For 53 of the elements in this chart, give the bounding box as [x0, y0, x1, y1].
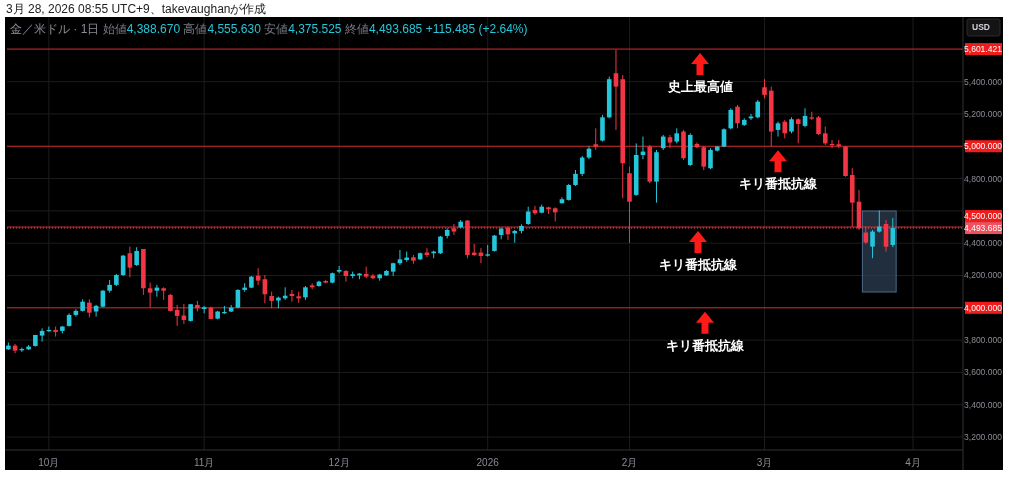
candlestick: [755, 99, 761, 119]
candlestick: [701, 145, 707, 171]
candlestick: [201, 305, 207, 314]
candlestick: [134, 246, 139, 267]
candlestick: [593, 127, 599, 151]
text: 3月 28, 2026 08:55 UTC+9、takevaughanが作成: [6, 2, 267, 16]
y-tick-label: 3,200.000: [964, 432, 1003, 443]
candlestick: [890, 217, 896, 248]
annotation: キリ番抵抗線: [659, 257, 738, 273]
text: 始値4,388.670 高値4,555.630 安値4,375.525 終値4,493.685 +115.485 (+2.64%): [102, 22, 528, 37]
candlestick: [438, 235, 443, 255]
x-tick-label: 10月: [38, 456, 60, 468]
y-tick-label: 3,800.000: [964, 335, 1003, 346]
candlestick: [39, 327, 45, 343]
candlestick: [735, 104, 740, 129]
candlestick: [600, 114, 605, 143]
x-tick-label: 12月: [328, 456, 350, 468]
x-tick-label: 4月: [905, 456, 921, 468]
candlestick: [728, 107, 734, 130]
candlestick: [127, 246, 133, 278]
candlestick: [579, 155, 585, 177]
candlestick: [870, 229, 875, 259]
candlestick: [816, 115, 821, 136]
y-tick-label: 5,400.000: [964, 76, 1003, 87]
candlestick: [775, 121, 781, 138]
candlestick: [613, 49, 619, 131]
y-tick-label: 4,400.000: [964, 238, 1003, 249]
x-tick-label: 2026: [476, 456, 500, 468]
x-tick-label: 2月: [621, 456, 638, 468]
x-tick-label: 3月: [756, 456, 773, 468]
candlestick: [147, 282, 153, 309]
y-tick-label: 4,200.000: [964, 270, 1003, 281]
candlestick: [876, 210, 882, 234]
y-tick-label: 5,200.000: [964, 108, 1003, 119]
candlestick: [762, 78, 767, 99]
candlestick: [667, 134, 673, 149]
x-tick-label: 11月: [193, 456, 215, 468]
annotation: キリ番抵抗線: [666, 337, 745, 353]
candlestick: [93, 304, 99, 318]
y-tick-label: 3,400.000: [964, 399, 1003, 410]
candlestick: [525, 206, 531, 226]
y-tick-label: 3,600.000: [964, 367, 1003, 378]
annotation: 史上最高値: [666, 79, 733, 95]
y-axis-title: USD: [972, 22, 990, 33]
candlestick: [451, 223, 457, 236]
candlestick: [708, 147, 713, 170]
candlestick: [87, 298, 92, 318]
candlestick: [822, 126, 828, 146]
y-tick-label: 4,800.000: [964, 173, 1003, 184]
annotation: キリ番抵抗線: [739, 176, 818, 192]
candlestick: [795, 117, 801, 144]
candlestick: [782, 119, 788, 139]
text: 金／米ドル · 1日: [10, 22, 100, 37]
